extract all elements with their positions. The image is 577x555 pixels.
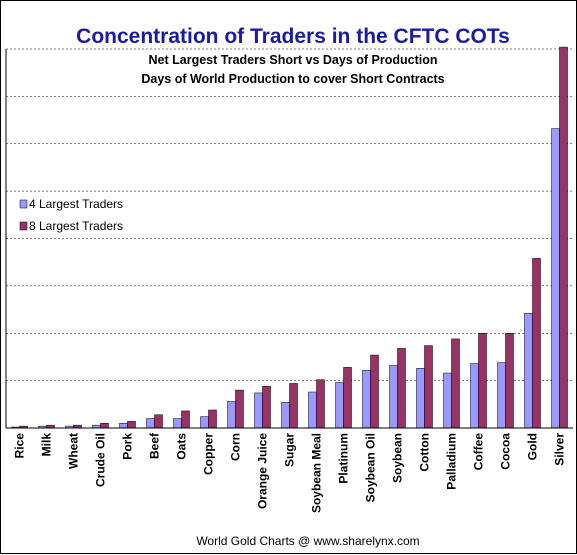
bar-crude-oil-series-2 bbox=[100, 423, 109, 429]
bar-corn-series-2 bbox=[235, 389, 244, 429]
bar-soybean-meal-series-1 bbox=[308, 391, 317, 429]
x-tick-label: Crude Oil bbox=[94, 433, 108, 487]
legend-label-4-largest: 4 Largest Traders bbox=[29, 197, 123, 211]
x-tick-label: Platinum bbox=[337, 433, 351, 484]
legend-label-8-largest: 8 Largest Traders bbox=[29, 219, 123, 233]
legend-swatch-8-largest bbox=[19, 221, 28, 231]
bar-soybean-series-2 bbox=[397, 348, 406, 429]
bar-copper-series-2 bbox=[208, 409, 217, 429]
x-tick-label: Silver bbox=[553, 433, 567, 466]
x-tick-label: Wheat bbox=[67, 433, 81, 469]
bar-palladium-series-2 bbox=[451, 338, 460, 429]
gridlines bbox=[6, 48, 573, 381]
x-tick-label: Cotton bbox=[418, 433, 432, 472]
x-tick-label: Gold bbox=[526, 433, 540, 460]
x-tick-label: Corn bbox=[229, 433, 243, 461]
bar-platinum-series-2 bbox=[343, 367, 352, 429]
bar-copper-series-1 bbox=[200, 416, 209, 429]
bar-pork-series-1 bbox=[119, 423, 128, 429]
bar-palladium-series-1 bbox=[443, 372, 452, 429]
bar-orange-juice-series-2 bbox=[262, 386, 271, 429]
x-tick-label: Copper bbox=[202, 433, 216, 475]
x-tick-label: Cocoa bbox=[499, 433, 513, 470]
bar-silver-series-1 bbox=[551, 128, 560, 429]
x-tick-label: Pork bbox=[121, 433, 135, 460]
x-tick-label: Soybean bbox=[391, 433, 405, 483]
bar-soybean-oil-series-1 bbox=[362, 369, 371, 429]
footer-credit: World Gold Charts @ www.sharelynx.com bbox=[196, 534, 419, 548]
bar-soybean-series-1 bbox=[389, 365, 398, 429]
bar-coffee-series-2 bbox=[478, 333, 487, 429]
bar-cotton-series-1 bbox=[416, 368, 425, 429]
chart-title: Concentration of Traders in the CFTC COT… bbox=[76, 25, 510, 48]
bar-sugar-series-1 bbox=[281, 402, 290, 429]
bar-cocoa-series-2 bbox=[505, 333, 514, 429]
x-tick-label: Milk bbox=[40, 433, 54, 457]
bar-cocoa-series-1 bbox=[497, 362, 506, 429]
bar-coffee-series-1 bbox=[470, 363, 479, 429]
legend: 4 Largest Traders 8 Largest Traders bbox=[19, 197, 123, 233]
x-tick-label: Sugar bbox=[283, 433, 297, 467]
bar-soybean-oil-series-2 bbox=[370, 354, 379, 429]
bar-cotton-series-2 bbox=[424, 345, 433, 429]
bar-pork-series-2 bbox=[127, 421, 136, 429]
legend-swatch-4-largest bbox=[19, 199, 28, 209]
bar-gold-series-1 bbox=[524, 313, 533, 429]
x-tick-label: Rice bbox=[13, 433, 27, 459]
bars bbox=[11, 46, 568, 429]
chart-subtitle-2: Days of World Production to cover Short … bbox=[141, 72, 444, 86]
bar-gold-series-2 bbox=[532, 258, 541, 429]
bar-sugar-series-2 bbox=[289, 383, 298, 429]
bar-oats-series-1 bbox=[173, 418, 182, 429]
bar-beef-series-2 bbox=[154, 414, 163, 429]
bar-silver-series-2 bbox=[559, 46, 568, 429]
x-tick-label: Palladium bbox=[445, 433, 459, 490]
x-tick-label: Oats bbox=[175, 433, 189, 460]
x-tick-label: Coffee bbox=[472, 433, 486, 471]
x-tick-label: Soybean Meal bbox=[310, 433, 324, 513]
x-tick-label: Beef bbox=[148, 432, 162, 459]
bar-soybean-meal-series-2 bbox=[316, 379, 325, 429]
x-tick-labels: Rice Milk Wheat Crude Oil Pork Beef Oats Copper… bbox=[13, 432, 567, 513]
bar-orange-juice-series-1 bbox=[254, 392, 263, 429]
bar-oats-series-2 bbox=[181, 410, 190, 429]
bar-platinum-series-1 bbox=[335, 382, 344, 429]
bar-corn-series-1 bbox=[227, 401, 236, 429]
chart-subtitle-1: Net Largest Traders Short vs Days of Pro… bbox=[149, 53, 438, 67]
x-tick-label: Soybean Oil bbox=[364, 433, 378, 502]
x-tick-label: Orange Juice bbox=[256, 433, 270, 509]
bar-beef-series-1 bbox=[146, 418, 155, 429]
